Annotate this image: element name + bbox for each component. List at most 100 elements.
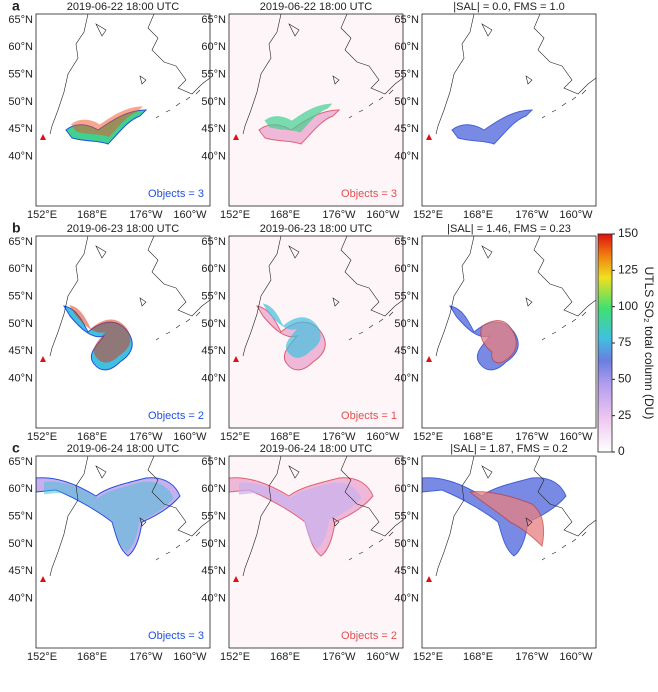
plume-core bbox=[69, 305, 131, 363]
map-panel: 2019-06-23 18:00 UTC Objects = 2 65°N 60°N 5… bbox=[8, 223, 211, 443]
map-content bbox=[229, 456, 403, 648]
map-panel: 2019-06-22 18:00 UTC Objects = 3 65°N 60°N 5… bbox=[8, 1, 211, 221]
volcano-marker bbox=[426, 134, 432, 140]
lon-tick-label: 168°E bbox=[463, 651, 493, 663]
lat-tick-label: 50°N bbox=[201, 538, 226, 550]
lon-tick-label: 168°E bbox=[77, 651, 107, 663]
lat-tick-label: 65°N bbox=[394, 14, 419, 26]
row-letter: a bbox=[12, 0, 20, 14]
panel-title: 2019-06-22 18:00 UTC bbox=[67, 1, 180, 13]
lon-tick-label: 176°W bbox=[515, 651, 549, 663]
volcano-marker bbox=[40, 134, 46, 140]
map-frame bbox=[228, 235, 404, 429]
volcano-marker bbox=[40, 576, 46, 582]
lat-tick-label: 65°N bbox=[8, 236, 33, 248]
object-count: Objects = 3 bbox=[341, 188, 397, 200]
lat-tick-label: 45°N bbox=[201, 123, 226, 135]
lat-tick-label: 45°N bbox=[394, 565, 419, 577]
lat-tick-label: 55°N bbox=[201, 511, 226, 523]
lat-tick-label: 60°N bbox=[201, 41, 226, 53]
lon-tick-label: 160°W bbox=[559, 209, 593, 221]
coastline bbox=[242, 14, 403, 135]
plume-core bbox=[239, 482, 362, 549]
map-panel: |SAL| = 1.87, FMS = 0.2 65°N 60°N 55°N 50°N 4… bbox=[394, 443, 597, 663]
colorbar-tick-label: 50 bbox=[618, 372, 632, 386]
lat-tick-label: 50°N bbox=[8, 538, 33, 550]
map-panel: 2019-06-24 18:00 UTC Objects = 3 65°N 60°N 5… bbox=[8, 443, 211, 663]
lat-tick-label: 55°N bbox=[8, 69, 33, 81]
map-content bbox=[40, 14, 210, 145]
map-panel: 2019-06-22 18:00 UTC Objects = 3 65°N 60°N 5… bbox=[201, 1, 404, 221]
map-frame bbox=[35, 455, 211, 649]
lon-tick-label: 160°W bbox=[366, 651, 400, 663]
lat-tick-label: 55°N bbox=[201, 69, 226, 81]
map-content bbox=[426, 14, 596, 145]
lon-tick-label: 168°E bbox=[77, 431, 107, 443]
lon-tick-label: 176°W bbox=[322, 651, 356, 663]
lon-tick-label: 176°W bbox=[322, 209, 356, 221]
map-content bbox=[422, 456, 596, 582]
lon-tick-label: 152°E bbox=[220, 209, 250, 221]
lat-tick-label: 50°N bbox=[201, 318, 226, 330]
model-object bbox=[468, 491, 545, 548]
lon-tick-label: 160°W bbox=[366, 209, 400, 221]
panel-title: 2019-06-24 18:00 UTC bbox=[260, 443, 373, 455]
map-content bbox=[426, 236, 596, 371]
volcano-marker bbox=[233, 134, 239, 140]
colorbar-tick-label: 25 bbox=[618, 408, 632, 422]
object-count: Objects = 2 bbox=[148, 410, 204, 422]
volcano-marker bbox=[426, 356, 432, 362]
lon-tick-label: 176°W bbox=[129, 651, 163, 663]
colorbar-tick-label: 125 bbox=[618, 263, 638, 277]
object-count: Objects = 2 bbox=[341, 630, 397, 642]
map-content bbox=[36, 456, 210, 582]
lon-tick-label: 176°W bbox=[515, 431, 549, 443]
map-panel: 2019-06-23 18:00 UTC Objects = 1 65°N 60°N 5… bbox=[201, 223, 404, 443]
coastline bbox=[435, 14, 596, 135]
lon-tick-label: 152°E bbox=[413, 209, 443, 221]
panel-title: 2019-06-22 18:00 UTC bbox=[260, 1, 373, 13]
volcano-marker bbox=[40, 356, 46, 362]
plume-core bbox=[44, 481, 174, 552]
colorbar-tick-label: 0 bbox=[618, 444, 625, 458]
coastline bbox=[435, 456, 596, 577]
lat-tick-label: 65°N bbox=[8, 456, 33, 468]
lat-tick-label: 45°N bbox=[8, 345, 33, 357]
panel-title: |SAL| = 1.87, FMS = 0.2 bbox=[450, 443, 568, 455]
lat-tick-label: 40°N bbox=[394, 150, 419, 162]
coastline bbox=[242, 236, 403, 357]
panel-title: 2019-06-23 18:00 UTC bbox=[260, 223, 373, 235]
map-frame bbox=[228, 13, 404, 207]
lat-tick-label: 65°N bbox=[394, 236, 419, 248]
lat-tick-label: 40°N bbox=[201, 372, 226, 384]
lon-tick-label: 152°E bbox=[220, 651, 250, 663]
lat-tick-label: 65°N bbox=[201, 236, 226, 248]
lat-tick-label: 60°N bbox=[8, 263, 33, 275]
coastline bbox=[435, 236, 596, 357]
lat-tick-label: 40°N bbox=[8, 150, 33, 162]
panel-title: |SAL| = 1.46, FMS = 0.23 bbox=[447, 223, 571, 235]
lat-tick-label: 55°N bbox=[201, 291, 226, 303]
plume-object bbox=[451, 109, 534, 145]
panel-title: 2019-06-23 18:00 UTC bbox=[67, 223, 180, 235]
lat-tick-label: 50°N bbox=[201, 96, 226, 108]
lat-tick-label: 60°N bbox=[8, 483, 33, 495]
map-content bbox=[40, 236, 210, 371]
lat-tick-label: 40°N bbox=[8, 592, 33, 604]
lat-tick-label: 40°N bbox=[201, 150, 226, 162]
lon-tick-label: 160°W bbox=[173, 209, 207, 221]
map-panel: |SAL| = 0.0, FMS = 1.0 65°N 60°N 55°N 50°N 45… bbox=[394, 1, 597, 221]
lat-tick-label: 55°N bbox=[394, 291, 419, 303]
lon-tick-label: 176°W bbox=[515, 209, 549, 221]
lon-tick-label: 168°E bbox=[270, 431, 300, 443]
lat-tick-label: 60°N bbox=[394, 41, 419, 53]
lat-tick-label: 50°N bbox=[8, 318, 33, 330]
lat-tick-label: 60°N bbox=[201, 263, 226, 275]
colorbar-tick-label: 75 bbox=[618, 335, 632, 349]
lat-tick-label: 40°N bbox=[394, 372, 419, 384]
lat-tick-label: 45°N bbox=[8, 565, 33, 577]
lat-tick-label: 65°N bbox=[394, 456, 419, 468]
lon-tick-label: 152°E bbox=[27, 209, 57, 221]
